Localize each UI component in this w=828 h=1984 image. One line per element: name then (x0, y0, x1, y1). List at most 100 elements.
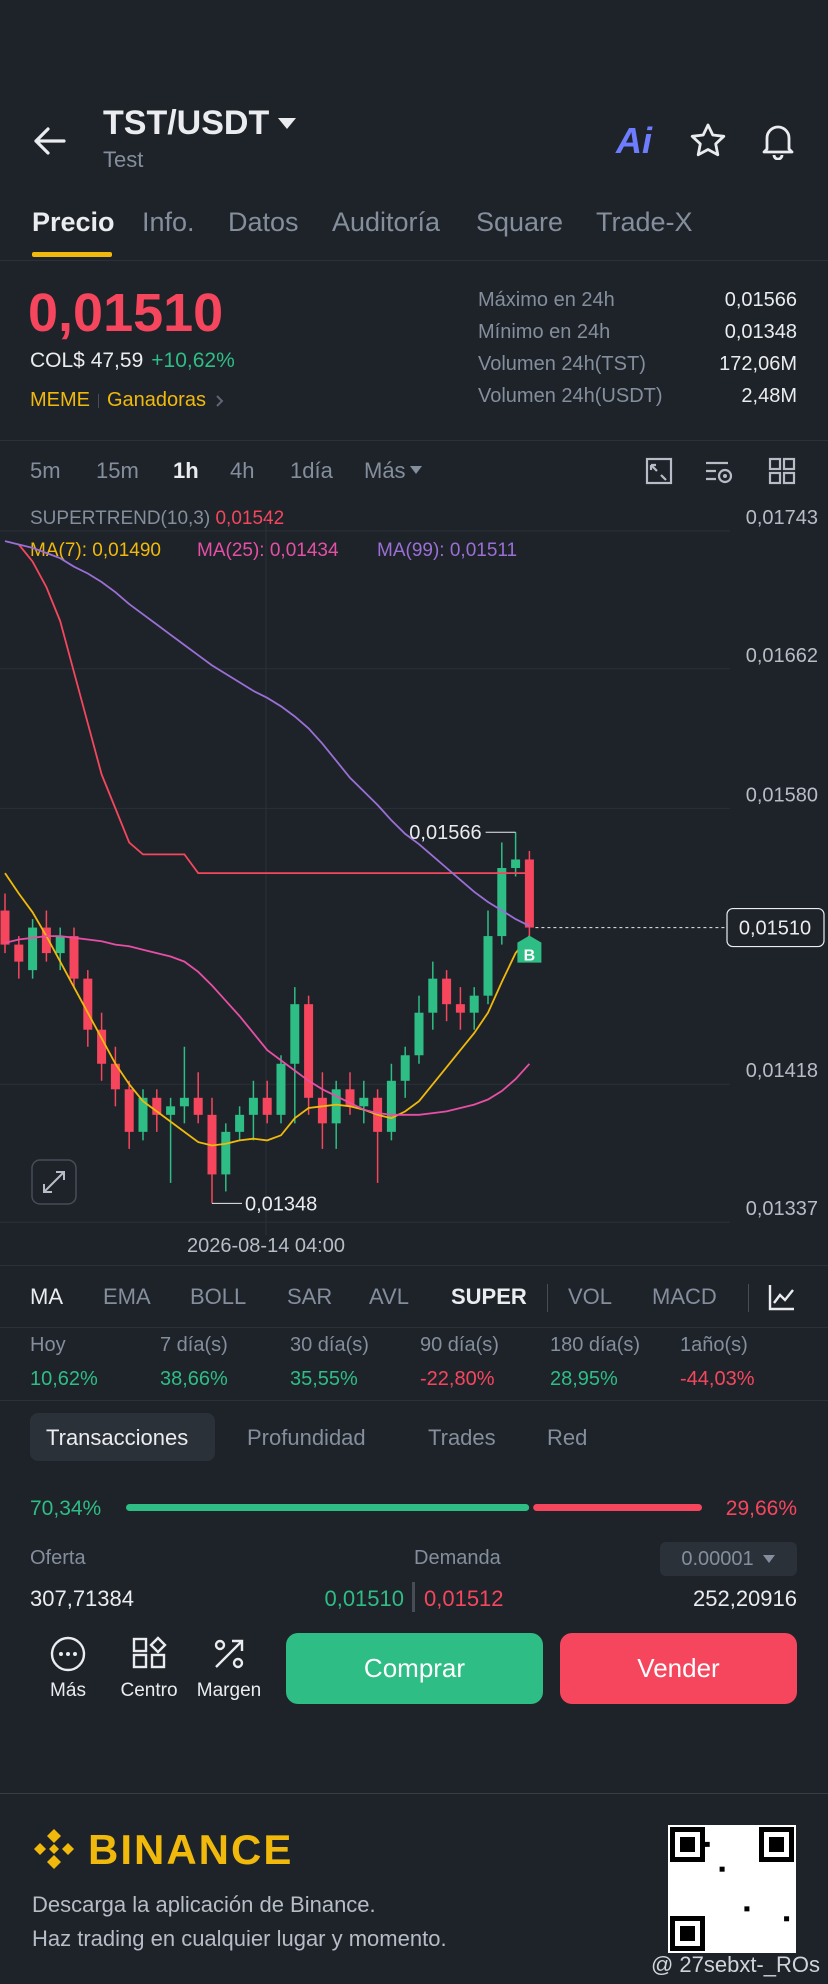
qr-cell (784, 1916, 790, 1922)
candle-body (55, 936, 65, 954)
alert-button[interactable] (758, 120, 798, 160)
more-icon[interactable] (49, 1635, 87, 1673)
precision-select[interactable]: 0.00001 (660, 1542, 797, 1576)
interval[interactable]: 15m (96, 458, 139, 483)
stat-label: Volumen 24h(TST) (478, 353, 646, 375)
candle-body (483, 936, 493, 996)
favorite-button[interactable] (688, 121, 728, 161)
candle-body (110, 1063, 120, 1090)
tab[interactable]: Datos (228, 207, 299, 237)
period-change: 35,55% (290, 1368, 358, 1390)
stat-label: Volumen 24h(USDT) (478, 385, 663, 407)
margin-icon[interactable] (210, 1635, 248, 1673)
y-tick-label: 0,01580 (746, 784, 818, 806)
separator (412, 1582, 415, 1612)
stat-label: Mínimo en 24h (478, 321, 611, 343)
candle-body (345, 1089, 355, 1107)
divider (0, 440, 828, 441)
indicator-tab[interactable]: VOL (568, 1284, 613, 1309)
qr-finder (769, 1837, 784, 1852)
tab[interactable]: Info. (142, 207, 195, 237)
book-tab[interactable]: Profundidad (247, 1425, 366, 1450)
interval[interactable]: 5m (30, 458, 61, 483)
sell-button[interactable]: Vender (560, 1633, 797, 1704)
action-label[interactable]: Más (50, 1680, 86, 1701)
interval[interactable]: 1día (290, 458, 333, 483)
candle-body (221, 1131, 231, 1175)
y-tick-label: 0,01743 (746, 510, 818, 529)
buy-button[interactable]: Comprar (286, 1633, 543, 1704)
indicator-chart-button[interactable] (766, 1281, 798, 1313)
indicator-tab[interactable]: SUPER (451, 1284, 527, 1309)
price-change: +10,62% (151, 349, 235, 372)
period-change: -44,03% (680, 1368, 755, 1390)
candle-body (152, 1097, 162, 1115)
tab[interactable]: Square (476, 207, 564, 237)
bid-qty: 307,71384 (30, 1586, 134, 1611)
qr-finder (680, 1926, 695, 1941)
book-tab[interactable]: Trades (428, 1425, 496, 1450)
book-tab[interactable]: Red (547, 1425, 588, 1450)
stat-value: 0,01566 (724, 289, 797, 311)
stat-value: 2,48M (741, 385, 797, 407)
indicator-line (4, 872, 531, 1147)
indicator-line (18, 543, 530, 874)
candle-body (83, 978, 93, 1030)
tab[interactable]: Auditoría (332, 207, 441, 237)
indicator-settings[interactable] (703, 455, 735, 487)
separator (748, 1284, 749, 1312)
candle-body (179, 1097, 189, 1107)
interval[interactable]: Más (364, 458, 406, 483)
interval[interactable]: 1h (173, 458, 199, 483)
candle-body (235, 1114, 245, 1132)
legend-item: MA(25): 0,01434 (197, 540, 339, 561)
action-label[interactable]: Margen (196, 1680, 262, 1701)
candlestick-chart[interactable]: 2026-08-14 04:00 0,01743 0,01662 0,01580 0,… (0, 510, 828, 1262)
indicator-line (4, 935, 531, 1116)
signal-label: B (524, 948, 536, 965)
bid-label: Oferta (30, 1547, 86, 1569)
indicator-tab[interactable]: AVL (369, 1284, 409, 1309)
tab[interactable]: Precio (32, 207, 115, 237)
chart-tool[interactable] (643, 455, 675, 487)
last-price-label: 0,01510 (739, 918, 811, 940)
interval[interactable]: 4h (230, 458, 255, 483)
candle-body (428, 978, 438, 1013)
layout-button[interactable] (766, 455, 798, 487)
tab-pill (30, 1413, 215, 1461)
book-tab[interactable]: Transacciones (46, 1425, 189, 1450)
pair-caret[interactable] (276, 115, 298, 131)
min-label: 0,01348 (245, 1193, 317, 1215)
buy-bar (126, 1504, 530, 1511)
tab-indicator (32, 252, 112, 257)
candle-body (262, 1097, 272, 1115)
action-label[interactable]: Centro (120, 1680, 178, 1701)
ask-label: Demanda (414, 1547, 501, 1569)
ai-button[interactable]: Ai (616, 120, 652, 161)
tag-row: MEME Ganadoras (30, 389, 226, 412)
footer-text: Haz trading en cualquier lugar y momento… (32, 1926, 447, 1951)
sell-ratio: 29,66% (725, 1497, 797, 1520)
indicator-tab[interactable]: SAR (287, 1284, 333, 1309)
pair-title[interactable]: TST/USDT (103, 104, 270, 142)
indicator-tab[interactable]: BOLL (190, 1284, 247, 1309)
indicator-tab[interactable]: EMA (103, 1284, 151, 1309)
indicator-line (4, 540, 530, 927)
period-change: 10,62% (30, 1368, 98, 1390)
candle-body (317, 1097, 327, 1124)
candle-body (290, 1004, 300, 1064)
candle-body (28, 927, 38, 971)
precision-value: 0.00001 (681, 1547, 754, 1570)
tab[interactable]: Trade-X (596, 207, 693, 237)
separator (547, 1284, 548, 1312)
center-icon[interactable] (130, 1635, 168, 1673)
period-change: -22,80% (420, 1368, 495, 1390)
caret (762, 1555, 775, 1563)
tag[interactable]: MEME (30, 389, 90, 411)
indicator-tab[interactable]: MA (30, 1284, 63, 1309)
back-button[interactable] (30, 121, 70, 161)
candle-body (469, 995, 479, 1013)
tag[interactable]: Ganadoras (107, 389, 206, 411)
indicator-tab[interactable]: MACD (652, 1284, 717, 1309)
